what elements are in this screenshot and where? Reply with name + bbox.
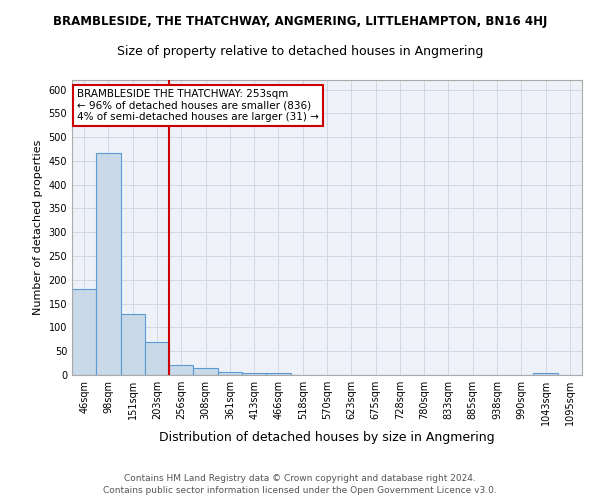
Bar bbox=[242, 372, 266, 375]
Bar bbox=[169, 366, 193, 375]
Text: BRAMBLESIDE, THE THATCHWAY, ANGMERING, LITTLEHAMPTON, BN16 4HJ: BRAMBLESIDE, THE THATCHWAY, ANGMERING, L… bbox=[53, 15, 547, 28]
Bar bbox=[96, 153, 121, 375]
Bar bbox=[193, 368, 218, 375]
Bar bbox=[72, 290, 96, 375]
Bar bbox=[145, 342, 169, 375]
Text: Size of property relative to detached houses in Angmering: Size of property relative to detached ho… bbox=[117, 45, 483, 58]
Text: Contains HM Land Registry data © Crown copyright and database right 2024.
Contai: Contains HM Land Registry data © Crown c… bbox=[103, 474, 497, 495]
Bar bbox=[266, 372, 290, 375]
Text: BRAMBLESIDE THE THATCHWAY: 253sqm
← 96% of detached houses are smaller (836)
4% : BRAMBLESIDE THE THATCHWAY: 253sqm ← 96% … bbox=[77, 89, 319, 122]
Y-axis label: Number of detached properties: Number of detached properties bbox=[33, 140, 43, 315]
Bar bbox=[121, 314, 145, 375]
Bar bbox=[218, 372, 242, 375]
Bar bbox=[533, 372, 558, 375]
X-axis label: Distribution of detached houses by size in Angmering: Distribution of detached houses by size … bbox=[159, 431, 495, 444]
